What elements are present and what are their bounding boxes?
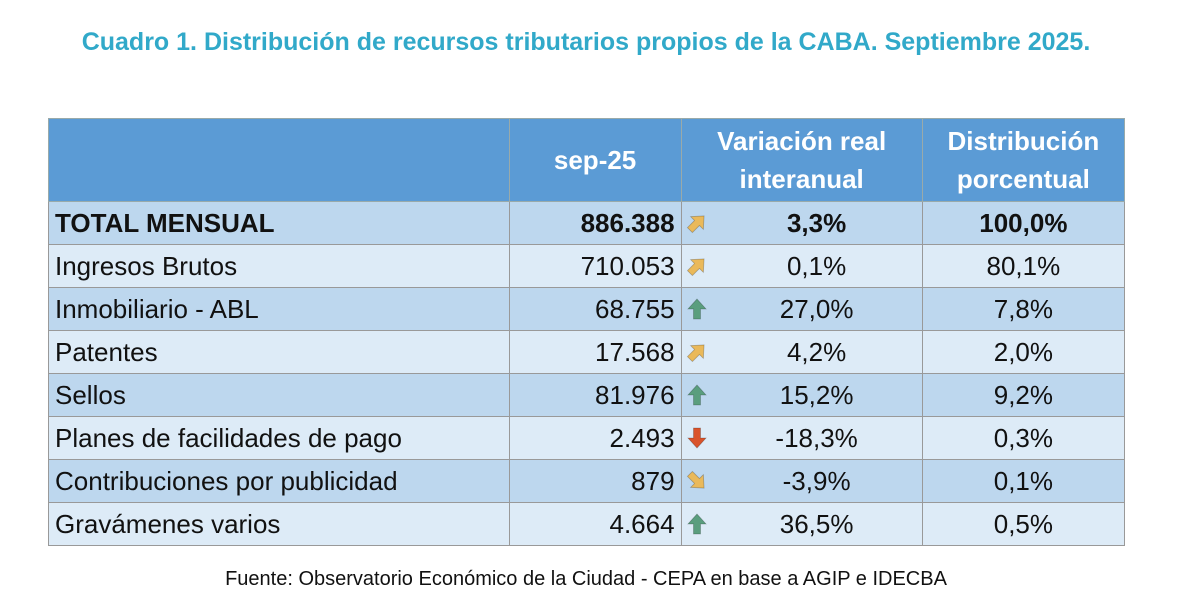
arrow-slight-down-icon <box>682 469 712 493</box>
header-distribution: Distribución porcentual <box>921 118 1126 202</box>
trend-cell <box>680 201 712 245</box>
table-row: Inmobiliario - ABL 68.755 27,0% 7,8% <box>48 287 1126 331</box>
distribution-cell: 80,1% <box>921 244 1126 288</box>
distribution-cell: 9,2% <box>921 373 1126 417</box>
table-row: Gravámenes varios 4.664 36,5% 0,5% <box>48 502 1126 546</box>
concept-cell: Planes de facilidades de pago <box>48 416 510 460</box>
tax-resources-table: sep-25 Variación real interanual Distrib… <box>48 118 1126 546</box>
distribution-cell: 0,1% <box>921 459 1126 503</box>
value-cell: 710.053 <box>508 244 682 288</box>
concept-cell: Patentes <box>48 330 510 374</box>
arrow-down-icon <box>682 426 712 450</box>
distribution-cell: 2,0% <box>921 330 1126 374</box>
table-row: Ingresos Brutos 710.053 0,1% 80,1% <box>48 244 1126 288</box>
variation-cell: 4,2% <box>711 330 923 374</box>
value-cell: 879 <box>508 459 682 503</box>
concept-cell: Contribuciones por publicidad <box>48 459 510 503</box>
distribution-cell: 0,5% <box>921 502 1126 546</box>
arrow-up-icon <box>682 297 712 321</box>
concept-cell: Inmobiliario - ABL <box>48 287 510 331</box>
arrow-slight-up-icon <box>682 211 712 235</box>
trend-cell <box>680 373 712 417</box>
distribution-cell: 7,8% <box>921 287 1126 331</box>
trend-cell <box>680 459 712 503</box>
distribution-cell: 0,3% <box>921 416 1126 460</box>
concept-cell: TOTAL MENSUAL <box>48 201 510 245</box>
arrow-slight-up-icon <box>682 254 712 278</box>
trend-cell <box>680 287 712 331</box>
header-period: sep-25 <box>508 118 682 202</box>
value-cell: 4.664 <box>508 502 682 546</box>
variation-cell: -18,3% <box>711 416 923 460</box>
variation-cell: 15,2% <box>711 373 923 417</box>
concept-cell: Sellos <box>48 373 510 417</box>
variation-cell: 0,1% <box>711 244 923 288</box>
table-row: Sellos 81.976 15,2% 9,2% <box>48 373 1126 417</box>
concept-cell: Ingresos Brutos <box>48 244 510 288</box>
table-row: Patentes 17.568 4,2% 2,0% <box>48 330 1126 374</box>
header-concept <box>48 118 510 202</box>
table-row: TOTAL MENSUAL 886.388 3,3% 100,0% <box>48 201 1126 245</box>
value-cell: 2.493 <box>508 416 682 460</box>
arrow-up-icon <box>682 512 712 536</box>
trend-cell <box>680 244 712 288</box>
variation-cell: 36,5% <box>711 502 923 546</box>
distribution-cell: 100,0% <box>921 201 1126 245</box>
arrow-slight-up-icon <box>682 340 712 364</box>
table-row: Planes de facilidades de pago 2.493 -18,… <box>48 416 1126 460</box>
trend-cell <box>680 416 712 460</box>
variation-cell: 3,3% <box>711 201 923 245</box>
variation-cell: -3,9% <box>711 459 923 503</box>
concept-cell: Gravámenes varios <box>48 502 510 546</box>
arrow-up-icon <box>682 383 712 407</box>
table-row: Contribuciones por publicidad 879 -3,9% … <box>48 459 1126 503</box>
trend-cell <box>680 330 712 374</box>
trend-cell <box>680 502 712 546</box>
header-variation: Variación real interanual <box>680 118 923 202</box>
value-cell: 81.976 <box>508 373 682 417</box>
header-row: sep-25 Variación real interanual Distrib… <box>48 118 1126 202</box>
source-note: Fuente: Observatorio Económico de la Ciu… <box>225 568 947 590</box>
value-cell: 886.388 <box>508 201 682 245</box>
value-cell: 68.755 <box>508 287 682 331</box>
variation-cell: 27,0% <box>711 287 923 331</box>
value-cell: 17.568 <box>508 330 682 374</box>
table-title: Cuadro 1. Distribución de recursos tribu… <box>81 28 1091 56</box>
